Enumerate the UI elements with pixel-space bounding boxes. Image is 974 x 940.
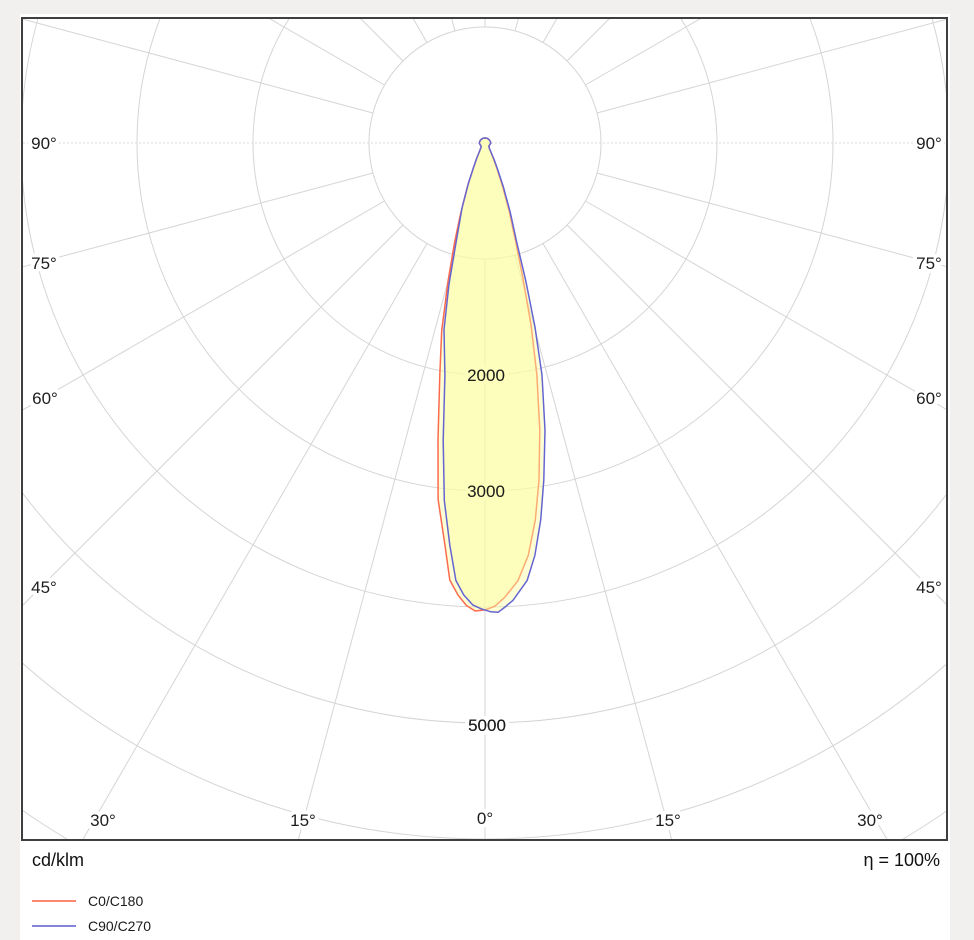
legend-label-c90-c270: C90/C270 bbox=[88, 917, 152, 934]
svg-text:30°: 30° bbox=[90, 811, 116, 830]
svg-text:30°: 30° bbox=[857, 811, 883, 830]
unit-bar: cd/klm η = 100% bbox=[20, 850, 950, 872]
svg-text:5000: 5000 bbox=[468, 716, 506, 735]
polar-chart: 90° 75° 60° 45° 30° 15° 0° 15° 30° 45° 60° 75° 90° 20… bbox=[23, 19, 946, 839]
polar-chart-frame: 90° 75° 60° 45° 30° 15° 0° 15° 30° 45° 60° 75° 90° 20… bbox=[21, 17, 948, 841]
svg-text:90°: 90° bbox=[916, 134, 942, 153]
svg-text:45°: 45° bbox=[31, 578, 57, 597]
svg-text:75°: 75° bbox=[31, 254, 57, 273]
svg-text:45°: 45° bbox=[916, 578, 942, 597]
legend-label-c0-c180: C0/C180 bbox=[88, 892, 144, 909]
svg-text:60°: 60° bbox=[32, 389, 58, 408]
svg-text:3000: 3000 bbox=[467, 482, 505, 501]
radial-unit-label: cd/klm bbox=[32, 850, 85, 870]
svg-text:90°: 90° bbox=[31, 134, 57, 153]
svg-text:15°: 15° bbox=[290, 811, 316, 830]
legend-item-c90-c270: C90/C270 bbox=[32, 913, 151, 938]
diagram-panel: 90° 75° 60° 45° 30° 15° 0° 15° 30° 45° 60° 75° 90° 20… bbox=[20, 14, 950, 940]
svg-text:5000: 5000 bbox=[468, 716, 506, 735]
svg-text:75°: 75° bbox=[916, 254, 942, 273]
legend-line-c90-c270 bbox=[32, 924, 76, 927]
efficiency-label: η = 100% bbox=[863, 850, 940, 870]
legend-line-c0-c180 bbox=[32, 899, 76, 902]
svg-text:2000: 2000 bbox=[467, 366, 505, 385]
svg-text:2000: 2000 bbox=[467, 366, 505, 385]
legend-item-c0-c180: C0/C180 bbox=[32, 888, 151, 913]
svg-text:60°: 60° bbox=[916, 389, 942, 408]
svg-text:0°: 0° bbox=[477, 809, 493, 828]
svg-text:15°: 15° bbox=[655, 811, 681, 830]
svg-text:3000: 3000 bbox=[467, 482, 505, 501]
legend: C0/C180 C90/C270 bbox=[32, 888, 151, 938]
